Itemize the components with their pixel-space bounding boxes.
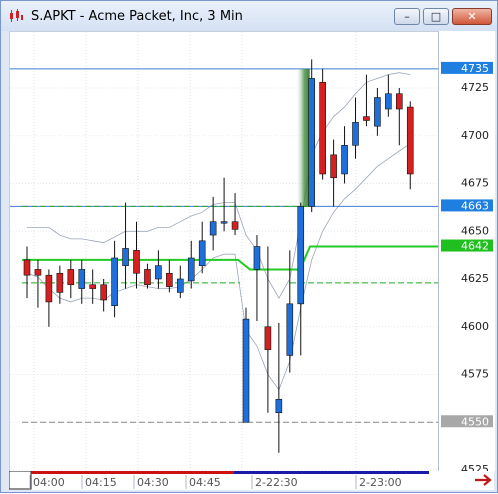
price-tag: 4735 — [441, 61, 493, 75]
candle-body — [341, 145, 348, 175]
price-axis-labels: 4525 4550 4575 4600 4625 4650 4675 4700 4725 4735… — [441, 61, 493, 476]
corner-box — [8, 470, 32, 490]
candle-body — [133, 250, 140, 274]
time-tick-label: 2-23:00 — [359, 476, 402, 489]
price-tag: 4663 — [441, 199, 493, 212]
candlestick-chart — [10, 32, 439, 472]
candle-body — [308, 78, 316, 207]
maximize-button[interactable]: □ — [423, 8, 449, 25]
price-tag-label: 4735 — [461, 62, 489, 75]
candle-body — [111, 257, 118, 307]
candle-body — [297, 206, 305, 305]
price-tag-label: 4550 — [461, 415, 489, 428]
candle-body — [187, 257, 195, 282]
price-tag-background — [441, 61, 493, 74]
minimize-button[interactable]: – — [394, 8, 420, 25]
maximize-icon: □ — [430, 10, 442, 23]
candle-body — [275, 399, 283, 413]
moving-average-line — [22, 245, 439, 271]
price-tick-label: 4600 — [461, 320, 489, 333]
price-tick-label: 4575 — [461, 368, 489, 381]
candle-body — [198, 240, 206, 266]
candle-body — [220, 221, 228, 224]
candle-body — [100, 284, 107, 301]
close-icon: ✕ — [467, 10, 477, 23]
price-tag-label: 4642 — [461, 240, 489, 253]
session-bar-right — [233, 471, 429, 474]
window-title: S.APKT - Acme Packet, Inc, 3 Min — [31, 9, 243, 24]
candle-body — [67, 269, 75, 286]
candle-body — [209, 221, 217, 236]
time-tick-label: 04:45 — [189, 476, 221, 489]
candle-body — [242, 318, 250, 423]
candle-body — [330, 154, 337, 179]
candle-body — [374, 97, 381, 127]
envelope-upper-line — [27, 72, 411, 299]
time-tick-label: 04:15 — [85, 476, 117, 489]
candle-body — [286, 303, 294, 356]
candle-body — [78, 269, 86, 289]
price-tag-background — [441, 415, 493, 428]
price-tick-label: 4650 — [461, 224, 489, 237]
session-bar-left — [31, 471, 234, 474]
time-tick-label: 04:00 — [33, 476, 65, 489]
price-tick-label: 4725 — [461, 81, 489, 94]
price-tag-background — [441, 239, 493, 252]
candle-body — [177, 278, 184, 293]
chart-app-icon — [10, 9, 23, 22]
candle-body — [45, 274, 53, 303]
candle-body — [363, 116, 370, 121]
candle-body — [155, 265, 162, 280]
candle-body — [319, 81, 326, 175]
candle-body — [395, 93, 403, 110]
candle-body — [231, 221, 239, 230]
candle-body — [34, 269, 42, 276]
candle-body — [144, 269, 151, 286]
envelope-lower-line — [26, 143, 411, 391]
price-axis[interactable]: 4525 4550 4575 4600 4625 4650 4675 4700 4725 4735… — [438, 31, 495, 476]
candle-body — [385, 93, 392, 110]
price-tick-label: 4525 — [461, 463, 489, 471]
price-tick-label: 4675 — [461, 177, 489, 190]
candle-body — [352, 122, 359, 146]
price-tag-background — [441, 199, 493, 212]
price-tick-label: 4700 — [461, 129, 489, 142]
price-tag-label: 4663 — [461, 199, 489, 212]
chart-plot-area[interactable] — [9, 31, 439, 472]
candle-body — [253, 246, 261, 270]
highlight-band — [295, 68, 310, 207]
candle-body — [406, 106, 414, 175]
price-tag: 4642 — [441, 239, 493, 253]
candle-body — [23, 259, 31, 276]
candle-body — [89, 284, 96, 289]
candle-body — [264, 326, 272, 350]
time-tick-label: 2-22:30 — [255, 476, 298, 489]
candle-body — [122, 248, 129, 266]
title-bar[interactable]: S.APKT - Acme Packet, Inc, 3 Min – □ ✕ — [1, 1, 497, 31]
minimize-icon: – — [404, 10, 410, 23]
time-tick-label: 04:30 — [137, 476, 169, 489]
candle-body — [166, 272, 173, 287]
price-tick-label: 4625 — [461, 272, 489, 285]
time-axis[interactable]: 04:00 04:15 04:30 04:45 2-22:30 2-23:00 — [8, 470, 494, 490]
scroll-right-arrow-icon — [475, 474, 492, 486]
price-tag: 4550 — [441, 415, 493, 428]
time-axis-labels: 04:00 04:15 04:30 04:45 2-22:30 2-23:00 — [8, 470, 492, 490]
close-button[interactable]: ✕ — [452, 8, 492, 25]
candle-body — [56, 272, 64, 293]
